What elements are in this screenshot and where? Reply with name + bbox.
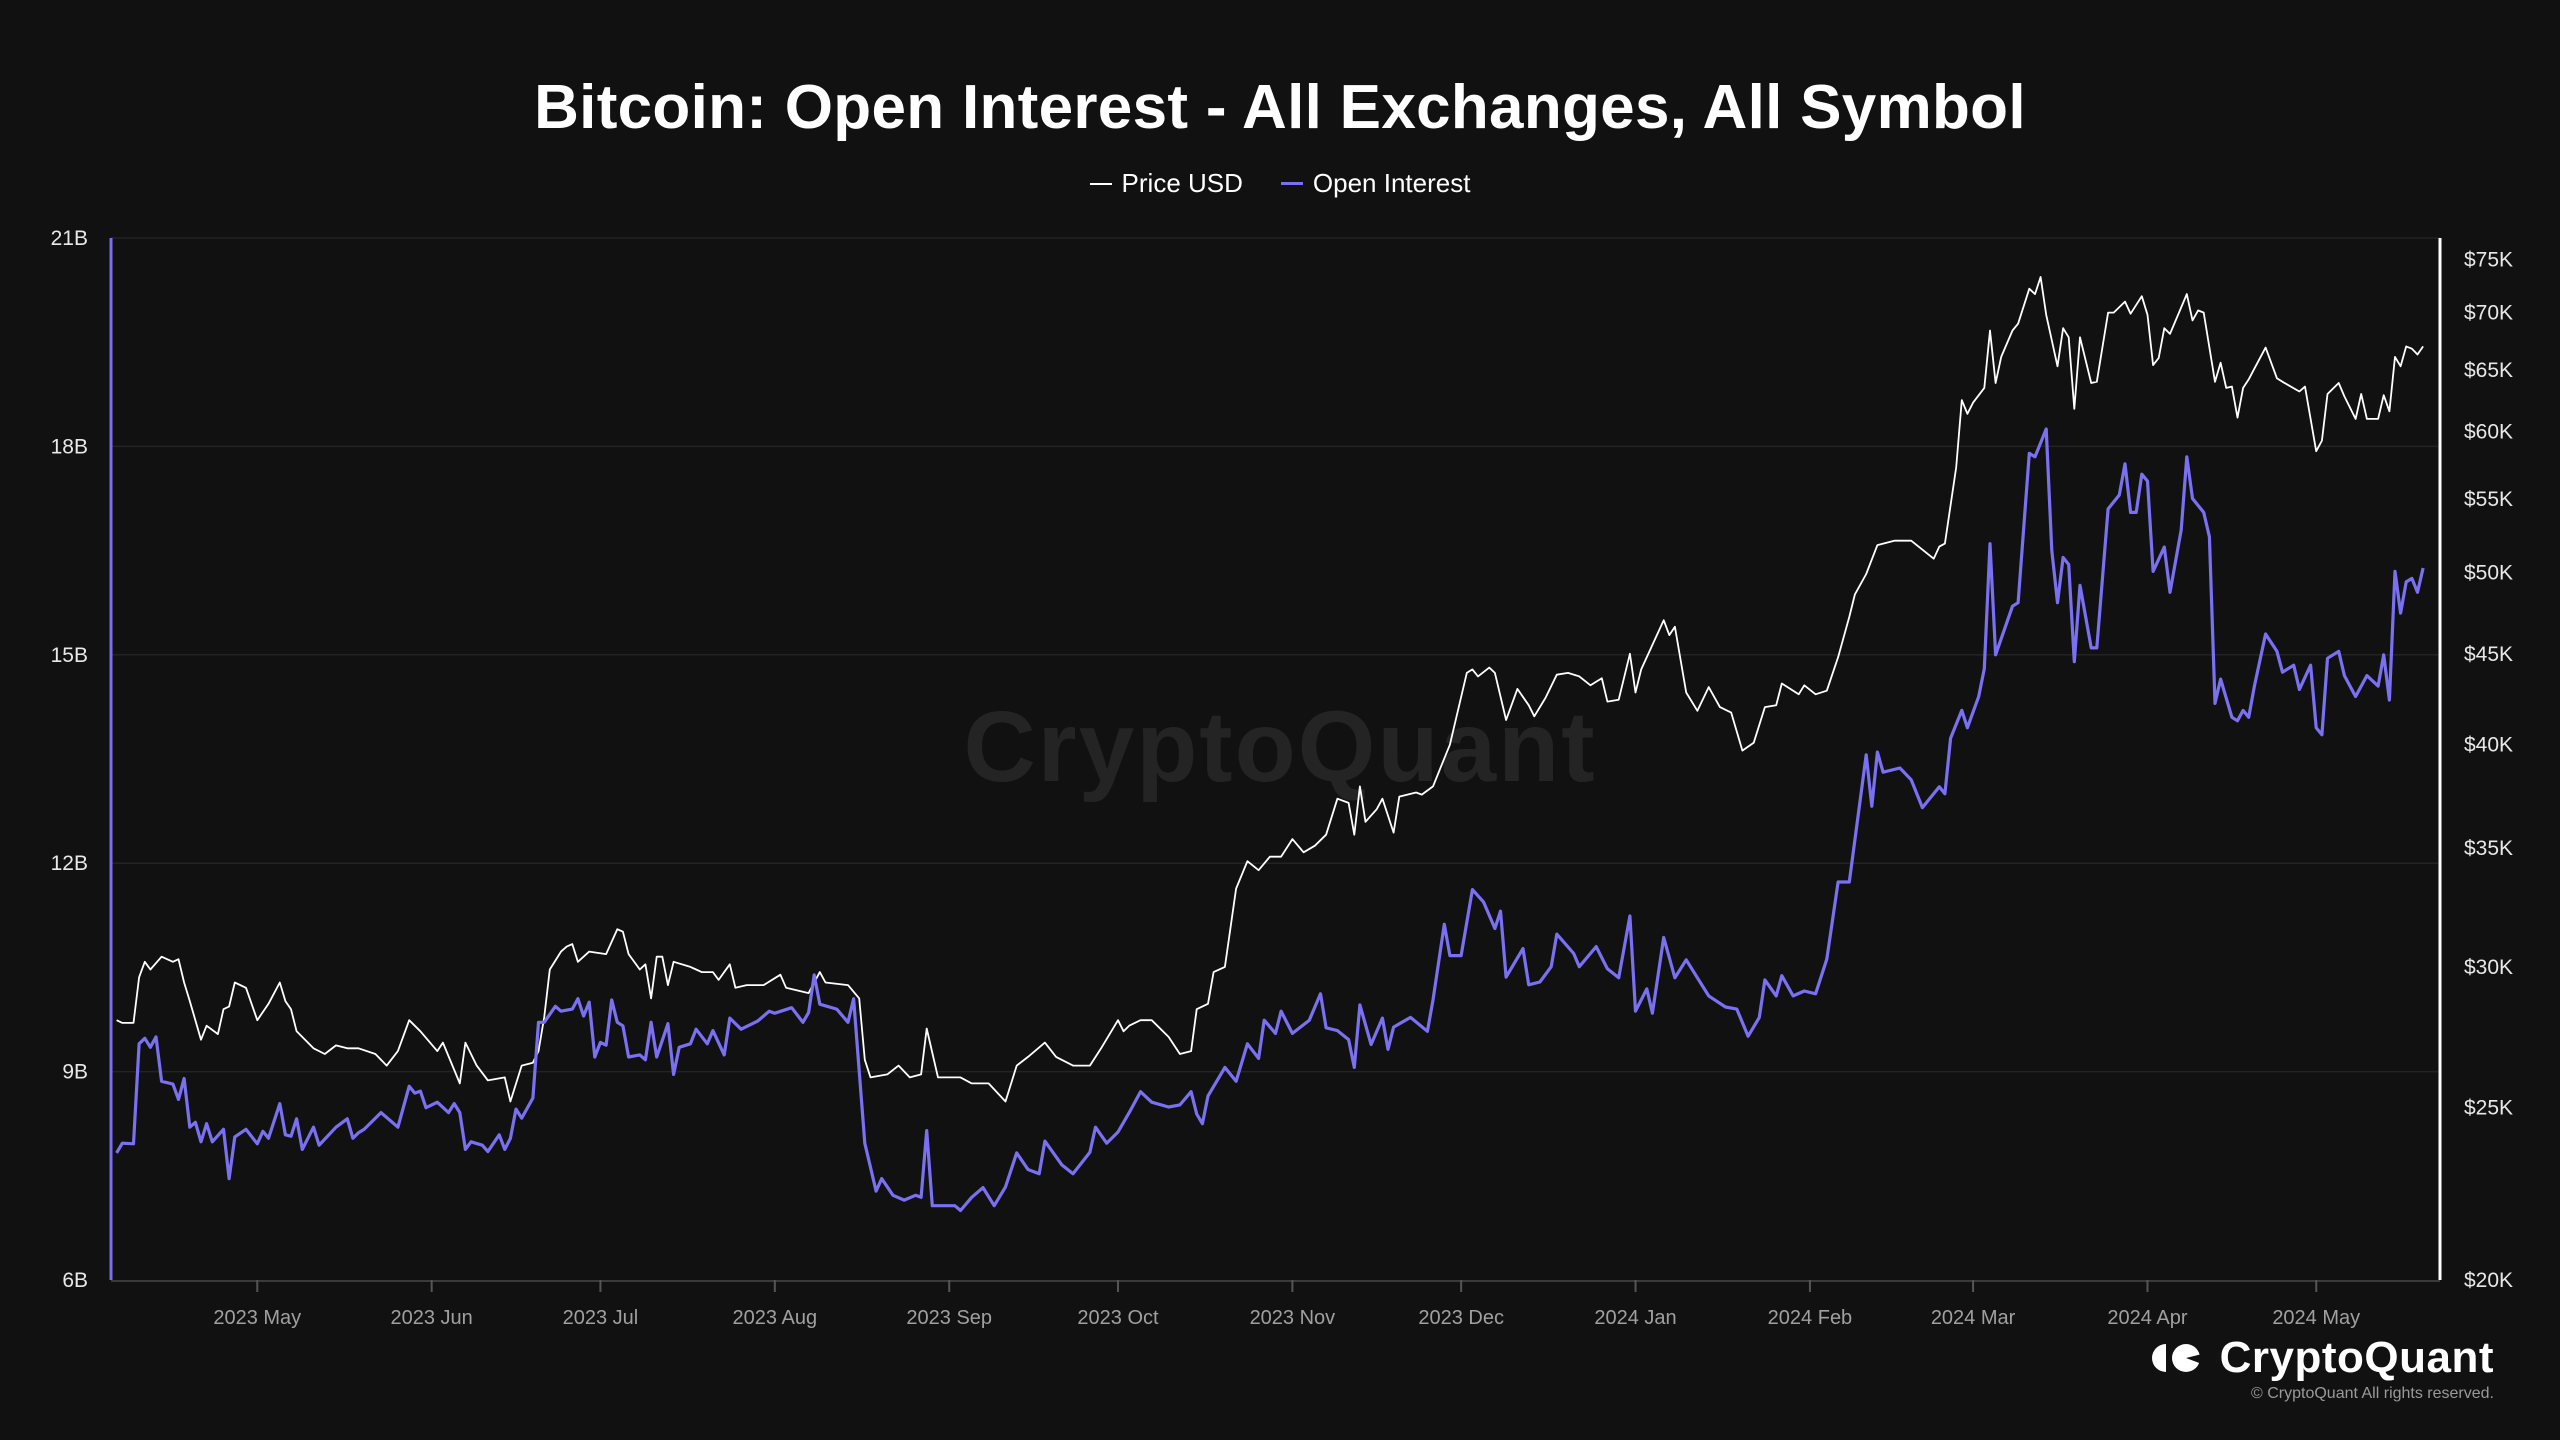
x-tick-label: 2023 Sep (906, 1307, 992, 1329)
legend-label-open-interest: Open Interest (1312, 168, 1471, 198)
x-tick-label: 2024 May (2272, 1307, 2360, 1329)
cryptoquant-logo: CryptoQuant (2150, 1333, 2494, 1383)
series-lines (115, 276, 2425, 1213)
y-right-tick-label: $25K (2464, 1097, 2513, 1120)
copyright-text: © CryptoQuant All rights reserved. (2251, 1385, 2494, 1402)
y-left-tick-label: 12B (51, 852, 88, 875)
open-interest-line (115, 427, 2425, 1213)
legend-swatch-open-interest (1280, 182, 1303, 185)
y-left-tick-label: 15B (51, 644, 88, 667)
y-right-tick-label: $20K (2464, 1269, 2513, 1292)
y-right-tick-label: $45K (2464, 643, 2513, 666)
brand-name: CryptoQuant (2219, 1333, 2494, 1382)
chart-title: Bitcoin: Open Interest - All Exchanges, … (534, 73, 2026, 142)
x-tick-label: 2023 Nov (1250, 1307, 1336, 1329)
gridlines (111, 237, 2440, 1073)
x-tick-label: 2023 Oct (1077, 1307, 1159, 1329)
watermark: CryptoQuant (963, 691, 1597, 803)
tick-labels: 6B 9B 12B 15B 18B 21B $20K $25K $30K $35K $40K $45K… (51, 227, 2513, 1329)
legend-item-price[interactable]: Price USD (1089, 168, 1243, 199)
x-tick-label: 2023 May (213, 1307, 301, 1329)
y-right-tick-label: $55K (2464, 488, 2513, 511)
y-right-tick-label: $60K (2464, 421, 2513, 444)
legend-swatch-price (1089, 182, 1112, 185)
y-left-tick-label: 21B (51, 227, 88, 250)
cryptoquant-logo-icon (2151, 1344, 2202, 1372)
x-tick-label: 2024 Jan (1594, 1307, 1676, 1329)
y-left-tick-label: 18B (51, 435, 88, 458)
x-tick-label: 2024 Mar (1931, 1307, 2016, 1329)
x-tick-label: 2023 Jun (391, 1307, 473, 1329)
y-right-tick-label: $50K (2464, 561, 2513, 584)
legend: Price USD Open Interest (0, 168, 2560, 199)
x-tick-label: 2023 Jul (563, 1307, 639, 1329)
x-tick-label: 2023 Aug (733, 1307, 818, 1329)
price-usd-line (116, 276, 2424, 1103)
y-left-tick-label: 6B (62, 1269, 88, 1292)
y-right-tick-label: $65K (2464, 359, 2513, 382)
y-right-tick-label: $70K (2464, 302, 2513, 325)
x-tick-label: 2024 Feb (1768, 1307, 1853, 1329)
axes (109, 238, 2442, 1292)
y-right-tick-label: $40K (2464, 734, 2513, 757)
y-right-tick-label: $35K (2464, 837, 2513, 860)
y-right-tick-label: $30K (2464, 956, 2513, 979)
y-right-tick-label: $75K (2464, 248, 2513, 271)
x-tick-label: 2023 Dec (1418, 1307, 1504, 1329)
y-left-tick-label: 9B (62, 1061, 88, 1084)
x-tick-label: 2024 Apr (2107, 1307, 2187, 1329)
legend-item-open-interest[interactable]: Open Interest (1280, 168, 1471, 199)
legend-label-price: Price USD (1121, 168, 1243, 198)
